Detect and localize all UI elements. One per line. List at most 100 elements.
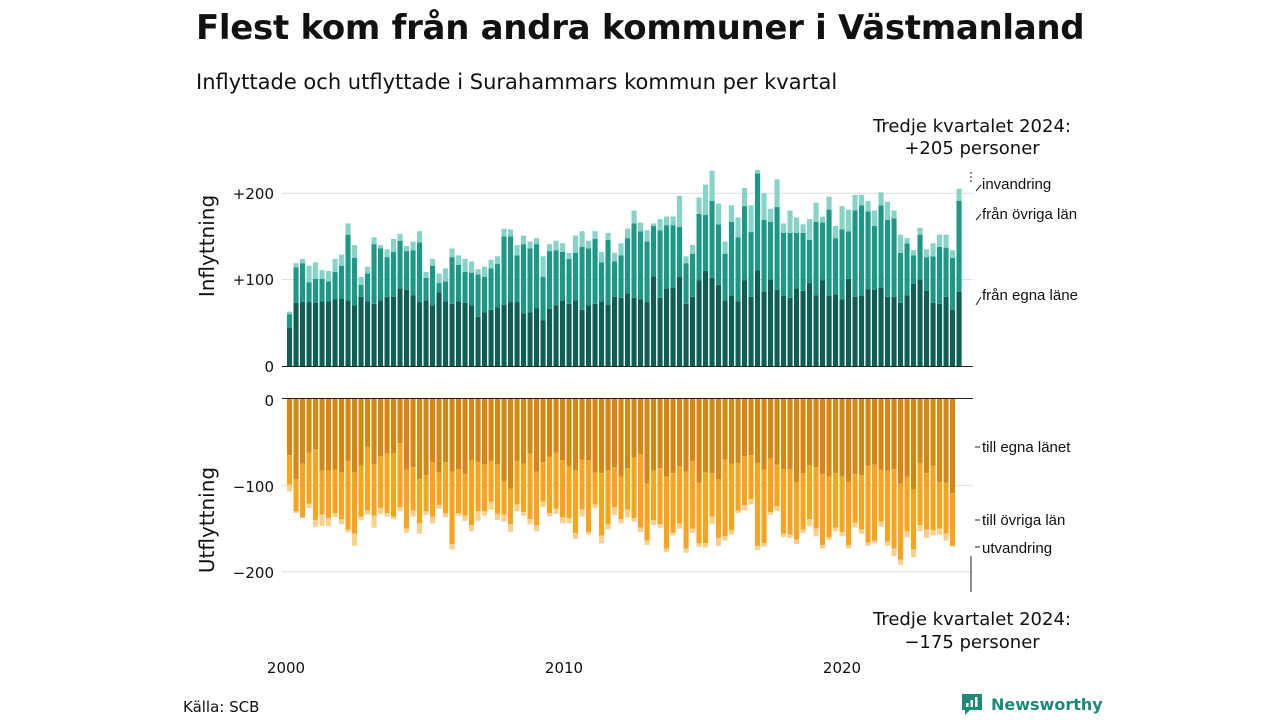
bar-in-invandring-49 bbox=[605, 232, 611, 240]
bar-out-utvandring-60 bbox=[677, 523, 683, 529]
bar-in-invandring-7 bbox=[332, 258, 338, 272]
bar-in-ovriga-71 bbox=[748, 232, 754, 297]
bar-out-utvandring-44 bbox=[573, 532, 579, 539]
bar-out-egna-61 bbox=[683, 399, 689, 472]
bar-out-utvandring-30 bbox=[482, 511, 488, 516]
bar-out-utvandring-72 bbox=[755, 545, 761, 551]
bar-in-ovriga-16 bbox=[391, 251, 397, 297]
bar-out-ovriga-92 bbox=[885, 470, 891, 542]
bar-in-ovriga-49 bbox=[605, 239, 611, 305]
bar-out-ovriga-96 bbox=[911, 489, 917, 550]
bar-in-ovriga-68 bbox=[729, 221, 735, 297]
bar-in-ovriga-97 bbox=[917, 234, 923, 280]
bar-in-ovriga-41 bbox=[553, 250, 559, 306]
bar-in-egna-26 bbox=[456, 301, 462, 366]
y-axis-title-utflyttning: Utflyttning bbox=[195, 467, 219, 573]
bar-out-ovriga-1 bbox=[293, 479, 299, 512]
bar-in-ovriga-101 bbox=[943, 247, 949, 297]
bar-in-invandring-75 bbox=[774, 179, 780, 208]
bar-in-invandring-53 bbox=[631, 210, 637, 224]
bar-in-ovriga-51 bbox=[618, 255, 624, 298]
bar-out-utvandring-25 bbox=[449, 544, 455, 550]
bar-in-egna-95 bbox=[904, 295, 910, 366]
bar-out-egna-68 bbox=[729, 399, 735, 464]
bar-in-egna-53 bbox=[631, 297, 637, 366]
bar-out-ovriga-74 bbox=[768, 458, 774, 513]
bar-out-utvandring-88 bbox=[859, 529, 865, 534]
bar-out-egna-99 bbox=[930, 399, 936, 466]
bar-out-egna-36 bbox=[521, 399, 527, 464]
bar-out-ovriga-80 bbox=[807, 465, 813, 520]
bar-in-egna-22 bbox=[430, 305, 436, 366]
bar-in-egna-73 bbox=[761, 291, 767, 366]
bar-out-egna-55 bbox=[644, 399, 650, 484]
bar-in-egna-71 bbox=[748, 296, 754, 366]
bar-in-egna-38 bbox=[534, 308, 540, 366]
bar-in-ovriga-66 bbox=[716, 224, 722, 285]
bar-in-ovriga-17 bbox=[397, 240, 403, 289]
bar-in-invandring-10 bbox=[352, 245, 358, 258]
bar-out-egna-43 bbox=[566, 399, 572, 467]
bar-out-utvandring-16 bbox=[391, 516, 397, 520]
bar-in-invandring-48 bbox=[599, 251, 605, 263]
bar-out-ovriga-89 bbox=[865, 465, 871, 543]
legend-fran-egna-lane-leader bbox=[975, 296, 982, 306]
bar-in-ovriga-8 bbox=[339, 265, 345, 299]
bar-in-egna-51 bbox=[618, 297, 624, 366]
bar-in-egna-34 bbox=[508, 302, 514, 366]
bar-out-utvandring-101 bbox=[943, 533, 949, 541]
chart-title: Flest kom från andra kommuner i Västmanl… bbox=[196, 8, 1085, 48]
bar-in-invandring-40 bbox=[547, 244, 553, 252]
bar-in-invandring-84 bbox=[833, 226, 839, 239]
bar-out-ovriga-67 bbox=[722, 459, 728, 537]
bar-out-egna-17 bbox=[397, 399, 403, 444]
bar-in-egna-15 bbox=[384, 296, 390, 366]
bar-out-ovriga-9 bbox=[345, 461, 351, 530]
bar-in-ovriga-64 bbox=[703, 214, 709, 271]
bar-out-ovriga-7 bbox=[332, 469, 338, 514]
bar-in-egna-87 bbox=[852, 296, 858, 366]
bar-out-ovriga-61 bbox=[683, 471, 689, 549]
bar-out-ovriga-83 bbox=[826, 476, 832, 538]
bar-in-ovriga-0 bbox=[287, 314, 293, 328]
bar-out-utvandring-81 bbox=[813, 528, 819, 537]
bar-out-ovriga-56 bbox=[651, 470, 657, 520]
bar-in-invandring-29 bbox=[475, 269, 481, 275]
bar-in-invandring-67 bbox=[722, 241, 728, 254]
bar-out-utvandring-12 bbox=[365, 510, 371, 515]
bar-out-ovriga-88 bbox=[859, 475, 865, 530]
bar-out-egna-45 bbox=[579, 399, 585, 460]
bar-out-ovriga-38 bbox=[534, 471, 540, 526]
bar-in-invandring-68 bbox=[729, 205, 735, 222]
bar-out-ovriga-0 bbox=[287, 455, 293, 485]
bar-out-egna-16 bbox=[391, 399, 397, 454]
bar-out-egna-90 bbox=[872, 399, 878, 465]
chart-subtitle: Inflyttade och utflyttade i Surahammars … bbox=[196, 70, 838, 94]
bar-out-egna-92 bbox=[885, 399, 891, 471]
bar-out-utvandring-39 bbox=[540, 501, 546, 507]
bar-out-egna-79 bbox=[800, 399, 806, 474]
bar-out-egna-96 bbox=[911, 399, 917, 490]
bar-in-egna-35 bbox=[514, 302, 520, 366]
bar-out-egna-74 bbox=[768, 399, 774, 459]
bar-in-ovriga-53 bbox=[631, 223, 637, 298]
bar-out-utvandring-15 bbox=[384, 513, 390, 517]
bar-out-egna-63 bbox=[696, 399, 702, 483]
bar-in-ovriga-92 bbox=[885, 219, 891, 297]
bar-in-ovriga-98 bbox=[924, 257, 930, 291]
bar-out-ovriga-11 bbox=[358, 465, 364, 517]
bar-out-ovriga-46 bbox=[586, 460, 592, 533]
bar-in-invandring-15 bbox=[384, 249, 390, 258]
bar-out-egna-9 bbox=[345, 399, 351, 462]
bars bbox=[282, 169, 973, 565]
bar-in-ovriga-6 bbox=[326, 281, 332, 302]
bar-in-ovriga-94 bbox=[898, 252, 904, 303]
bar-in-invandring-0 bbox=[287, 311, 293, 315]
bar-out-ovriga-78 bbox=[794, 481, 800, 540]
bar-in-invandring-85 bbox=[839, 206, 845, 230]
bar-in-egna-88 bbox=[859, 296, 865, 366]
bar-in-ovriga-36 bbox=[521, 244, 527, 314]
bar-out-utvandring-62 bbox=[690, 528, 696, 533]
bar-out-egna-93 bbox=[891, 399, 897, 469]
bar-out-egna-20 bbox=[417, 399, 423, 479]
